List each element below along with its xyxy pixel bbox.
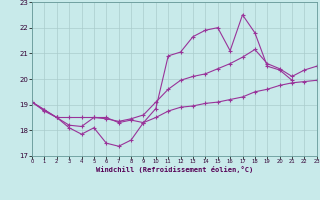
X-axis label: Windchill (Refroidissement éolien,°C): Windchill (Refroidissement éolien,°C) — [96, 166, 253, 173]
